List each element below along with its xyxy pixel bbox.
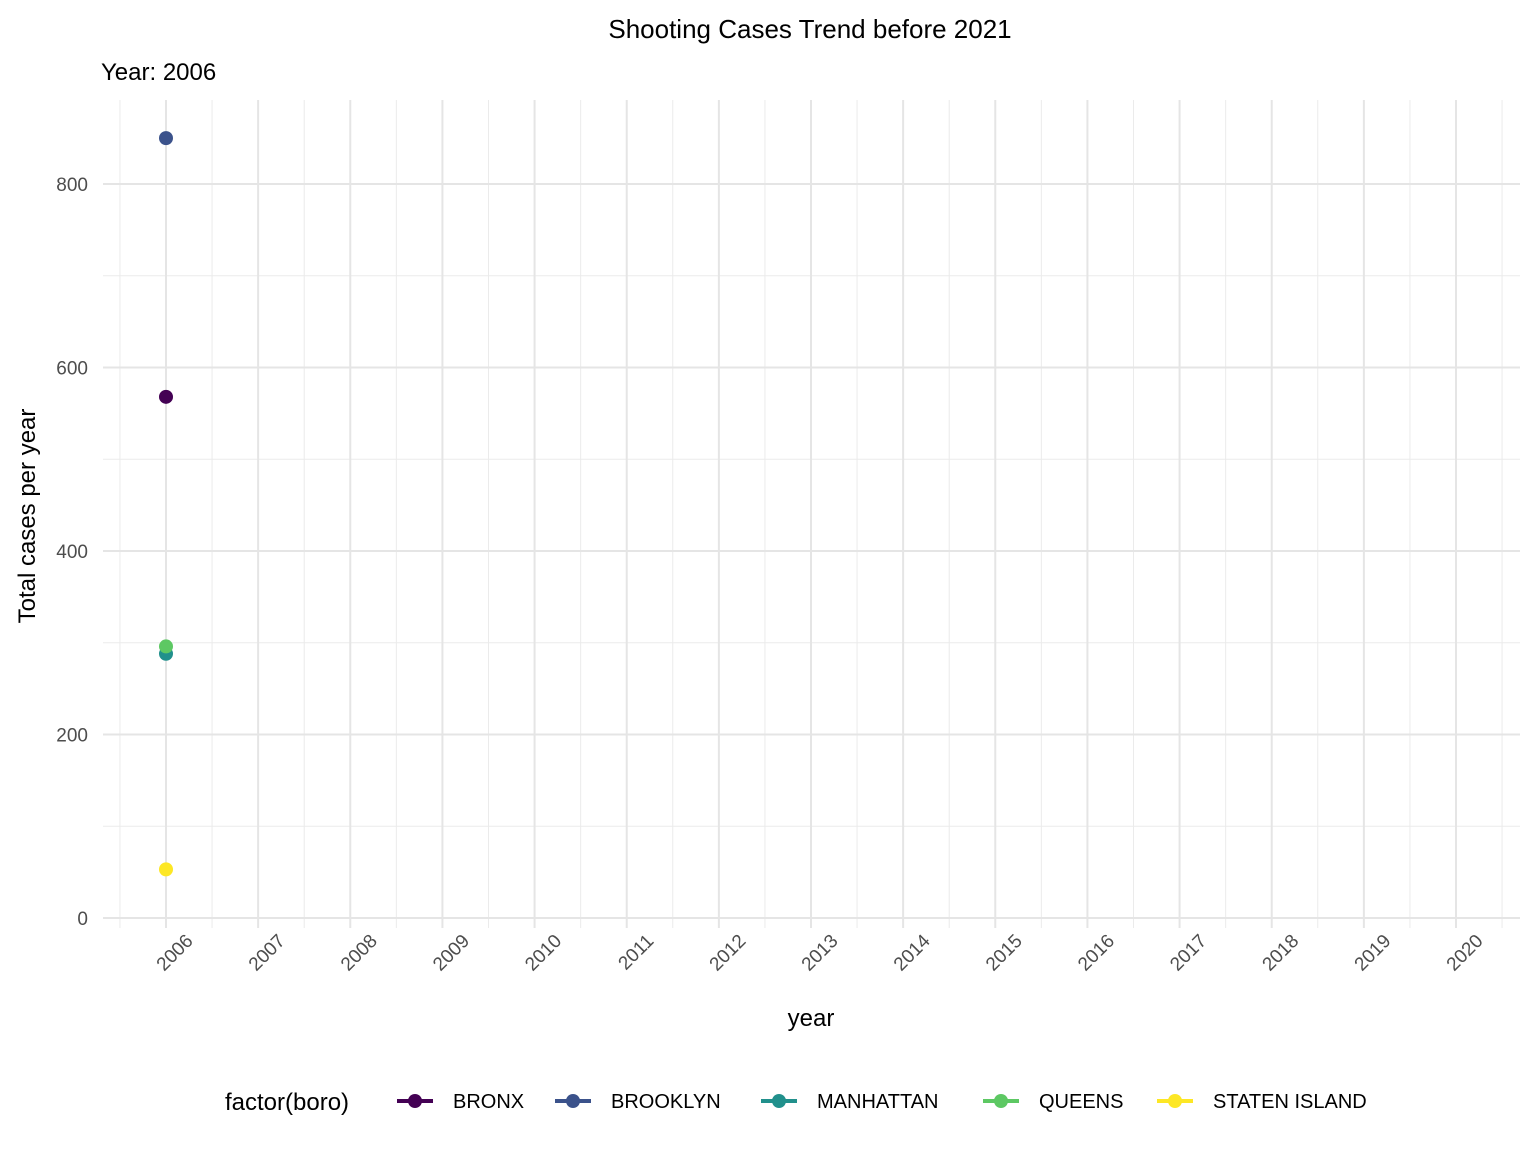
x-tick-label: 2019 — [1351, 931, 1396, 976]
data-point-queens — [159, 639, 173, 654]
legend-label: STATEN ISLAND — [1213, 1091, 1367, 1113]
x-tick-label: 2006 — [153, 931, 198, 976]
chart-title: Shooting Cases Trend before 2021 — [608, 14, 1011, 44]
x-axis-label: year — [788, 1005, 835, 1032]
legend-label: BROOKLYN — [611, 1091, 721, 1113]
legend-key-point — [1168, 1094, 1182, 1108]
legend-label: BRONX — [453, 1091, 524, 1113]
x-tick-label: 2010 — [521, 931, 566, 976]
legend-key-point — [772, 1094, 786, 1108]
x-tick-label: 2008 — [337, 931, 382, 976]
y-axis-label: Total cases per year — [14, 409, 41, 624]
x-tick-label: 2015 — [982, 931, 1027, 976]
y-tick-label: 0 — [77, 909, 88, 930]
x-tick-label: 2017 — [1166, 931, 1211, 976]
y-tick-label: 600 — [56, 359, 88, 380]
y-tick-label: 800 — [56, 175, 88, 196]
x-tick-label: 2014 — [890, 930, 935, 975]
legend-key-point — [408, 1094, 422, 1108]
y-tick-label: 400 — [56, 542, 88, 563]
legend-label: QUEENS — [1039, 1091, 1123, 1113]
legend-title: factor(boro) — [225, 1089, 349, 1116]
x-tick-label: 2020 — [1443, 931, 1488, 976]
x-tick-label: 2012 — [706, 931, 751, 976]
x-ticks: 2006 2007 2008 2009 2010 2011 2012 2013 2014 2015… — [153, 930, 1488, 975]
y-ticks: 0 200 400 600 800 — [56, 175, 88, 930]
y-tick-label: 200 — [56, 726, 88, 747]
x-tick-label: 2016 — [1074, 931, 1119, 976]
points — [159, 131, 173, 877]
x-tick-label: 2013 — [798, 931, 843, 976]
legend-label: MANHATTAN — [817, 1091, 938, 1113]
grid — [103, 100, 1520, 928]
chart-subtitle: Year: 2006 — [101, 59, 216, 86]
legend: factor(boro) BRONX BROOKLYN MANHATTAN QUEEN… — [225, 1089, 1367, 1116]
x-tick-label: 2018 — [1259, 931, 1304, 976]
data-point-brooklyn — [159, 131, 173, 146]
x-tick-label: 2011 — [615, 931, 659, 975]
data-point-bronx — [159, 389, 173, 404]
legend-key-point — [994, 1094, 1008, 1108]
x-tick-label: 2007 — [245, 931, 290, 976]
data-point-staten-island — [159, 862, 173, 877]
legend-key-point — [566, 1094, 580, 1108]
x-tick-label: 2009 — [429, 931, 474, 976]
